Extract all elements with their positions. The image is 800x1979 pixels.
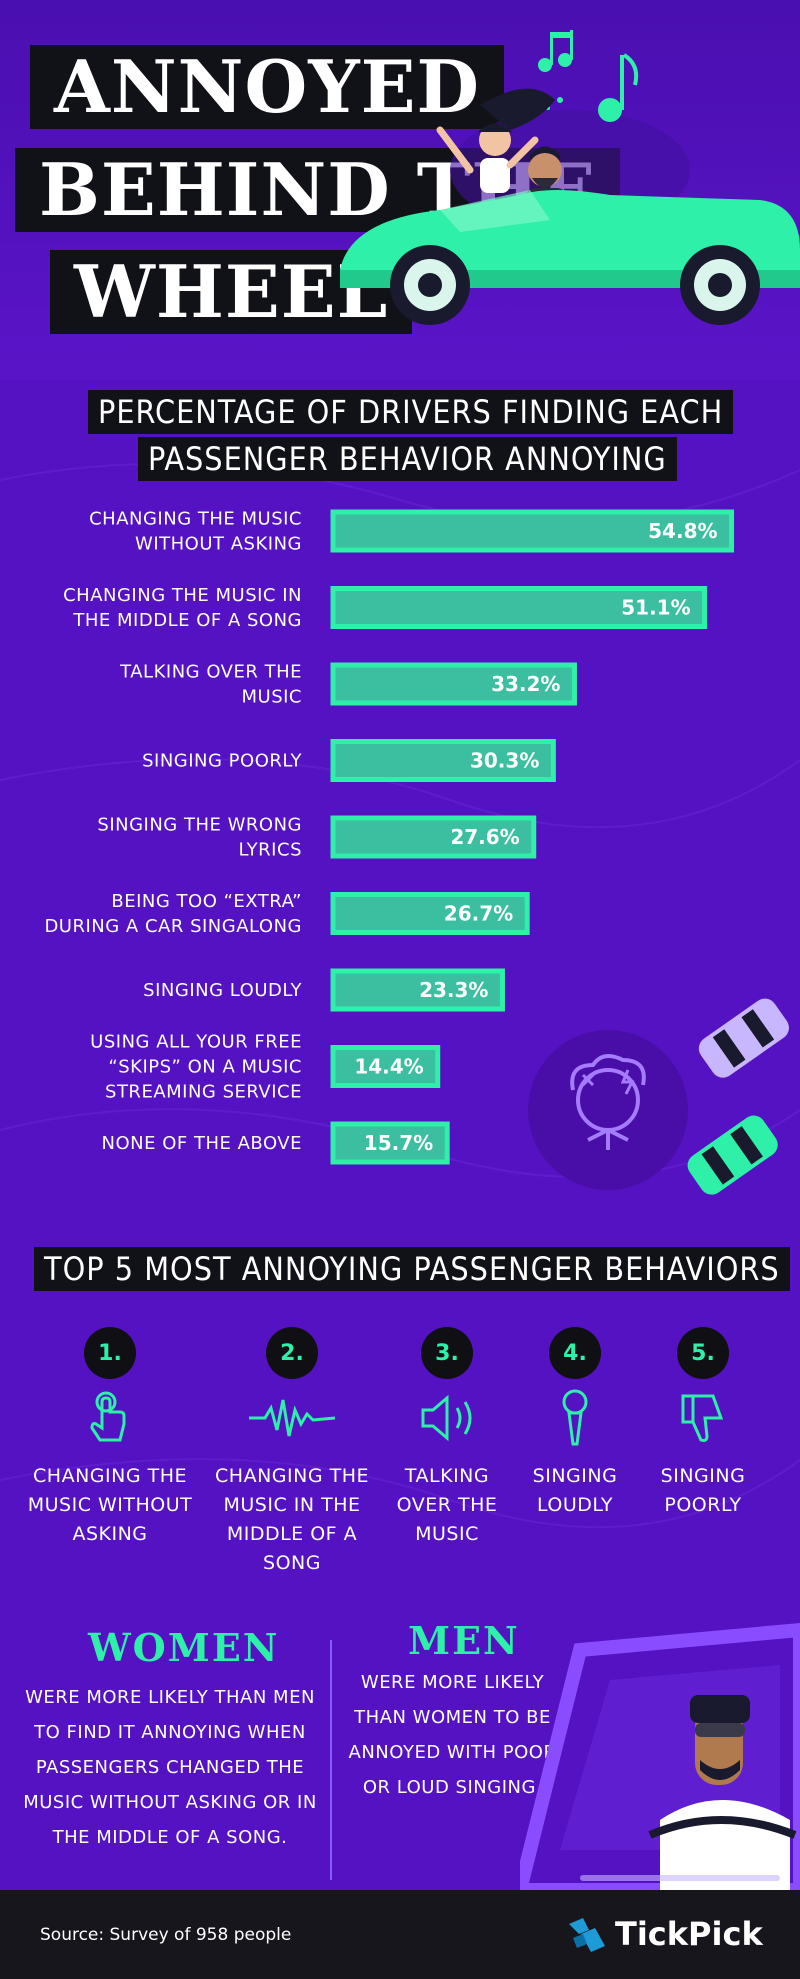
rank-badge-3: 3. bbox=[421, 1327, 473, 1379]
rank-badge-4: 4. bbox=[549, 1327, 601, 1379]
sound-wave-icon bbox=[247, 1388, 337, 1448]
category-label-1-1: THE MIDDLE OF A SONG bbox=[72, 610, 302, 631]
driver-illustration bbox=[520, 1622, 800, 1890]
category-label-2-0: TALKING OVER THE bbox=[119, 662, 302, 683]
footer bbox=[0, 1890, 800, 1979]
chart-title-line-2: PASSENGER BEHAVIOR ANNOYING bbox=[138, 437, 677, 481]
tickpick-logo-icon bbox=[569, 1918, 605, 1952]
bar-2 bbox=[330, 662, 577, 706]
category-label-6-0: SINGING LOUDLY bbox=[143, 980, 302, 1001]
bar-value-label-8: 15.7% bbox=[364, 1131, 433, 1155]
bar-5 bbox=[330, 892, 530, 935]
finger-tap-icon bbox=[80, 1388, 140, 1448]
category-label-4-0: SINGING THE WRONG bbox=[97, 815, 302, 836]
speaker-icon bbox=[417, 1388, 477, 1448]
bar-chart: 54.8% CHANGING THE MUSIC WITHOUT ASKING 51.… bbox=[44, 509, 735, 1165]
category-label-7-2: STREAMING SERVICE bbox=[105, 1082, 302, 1103]
bar-value-label-4: 27.6% bbox=[450, 825, 519, 849]
category-label-3-0: SINGING POORLY bbox=[142, 751, 302, 772]
car-body bbox=[340, 190, 800, 325]
top5-item-label-3: TALKING OVER THE MUSIC bbox=[396, 1465, 498, 1545]
category-label-5-1: DURING A CAR SINGALONG bbox=[44, 916, 302, 937]
title-line-1: ANNOYED bbox=[30, 45, 504, 129]
bar-0 bbox=[330, 509, 735, 553]
bar-value-label-6: 23.3% bbox=[419, 978, 488, 1002]
frustrated-head-icon bbox=[528, 1030, 688, 1190]
bar-value-label-1: 51.1% bbox=[621, 596, 690, 620]
top5-item-label-4: SINGING LOUDLY bbox=[532, 1465, 618, 1516]
moving-cars-illustration bbox=[687, 998, 789, 1195]
music-note-icon bbox=[538, 30, 639, 122]
women-text: WERE MORE LIKELY THAN MEN TO FIND IT ANN… bbox=[23, 1687, 317, 1848]
bar-1 bbox=[330, 586, 708, 629]
rank-badge-5: 5. bbox=[677, 1327, 729, 1379]
brand-name: TickPick bbox=[615, 1915, 763, 1953]
chart-title-line-1: PERCENTAGE OF DRIVERS FINDING EACH bbox=[88, 390, 734, 434]
thumbs-down-icon bbox=[673, 1388, 733, 1448]
men-text: WERE MORE LIKELY THAN WOMEN TO BE ANNOYE… bbox=[348, 1672, 557, 1798]
category-label-4-1: LYRICS bbox=[239, 840, 302, 861]
category-label-2-1: MUSIC bbox=[241, 687, 302, 708]
gender-divider bbox=[330, 1640, 332, 1880]
bar-7 bbox=[330, 1045, 441, 1088]
category-label-8-0: NONE OF THE ABOVE bbox=[102, 1133, 302, 1154]
bar-value-label-7: 14.4% bbox=[354, 1055, 423, 1079]
category-label-0-0: CHANGING THE MUSIC bbox=[89, 509, 302, 530]
category-label-0-1: WITHOUT ASKING bbox=[135, 534, 302, 555]
woman-passenger bbox=[436, 88, 555, 193]
category-label-1-0: CHANGING THE MUSIC IN bbox=[63, 585, 302, 606]
bar-6 bbox=[330, 968, 505, 1012]
top5-item-label-2: CHANGING THE MUSIC IN THE MIDDLE OF A SONG bbox=[215, 1465, 369, 1574]
top5-item-label-1: CHANGING THE MUSIC WITHOUT ASKING bbox=[27, 1465, 193, 1545]
women-title: WOMEN bbox=[88, 1625, 280, 1670]
bar-value-label-5: 26.7% bbox=[444, 902, 513, 926]
rank-badge-1: 1. bbox=[84, 1327, 136, 1379]
bar-value-label-0: 54.8% bbox=[648, 519, 717, 543]
tickpick-logo[interactable]: TickPick bbox=[565, 1912, 763, 1956]
category-label-7-1: “SKIPS” ON A MUSIC bbox=[108, 1057, 302, 1078]
car-illustration bbox=[340, 30, 800, 325]
rank-badge-2: 2. bbox=[266, 1327, 318, 1379]
bar-3 bbox=[330, 739, 556, 782]
top5-item-label-5: SINGING POORLY bbox=[660, 1465, 746, 1516]
category-label-5-0: BEING TOO “EXTRA” bbox=[111, 891, 302, 912]
bar-value-label-2: 33.2% bbox=[491, 672, 560, 696]
microphone-icon bbox=[545, 1388, 605, 1448]
bar-value-label-3: 30.3% bbox=[470, 749, 539, 773]
category-label-7-0: USING ALL YOUR FREE bbox=[90, 1032, 302, 1053]
bar-4 bbox=[330, 815, 537, 859]
bar-8 bbox=[330, 1121, 450, 1165]
top5-heading: TOP 5 MOST ANNOYING PASSENGER BEHAVIORS bbox=[34, 1247, 790, 1291]
men-title: MEN bbox=[408, 1618, 520, 1663]
source-note: Source: Survey of 958 people bbox=[40, 1925, 292, 1945]
